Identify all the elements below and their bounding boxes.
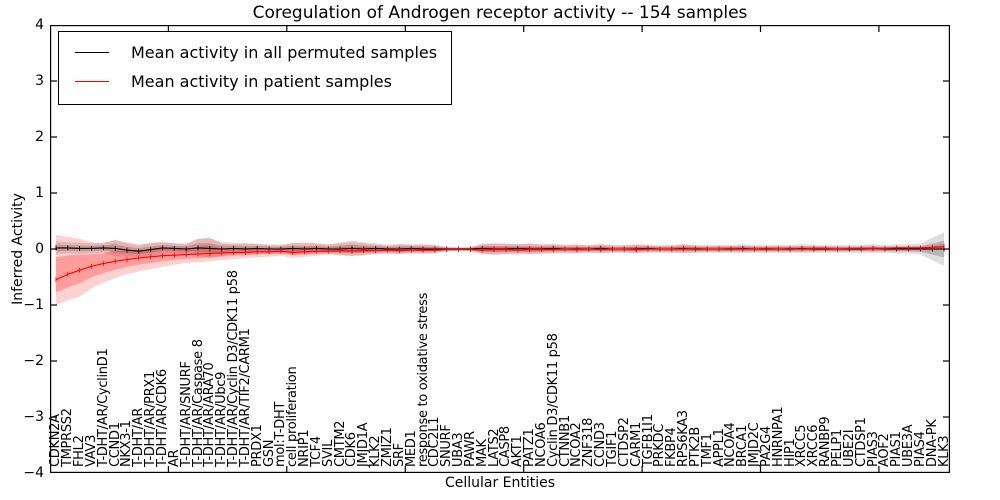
plot-area [50, 25, 950, 473]
y-tick-label: 4 [35, 17, 44, 33]
y-tick-label: 3 [35, 73, 44, 89]
y-tick-label: −2 [23, 353, 44, 369]
legend-entry-permuted: Mean activity in all permuted samples [71, 38, 437, 67]
chart-title: Coregulation of Androgen receptor activi… [252, 3, 748, 23]
legend-line-black-icon [75, 52, 109, 53]
legend-line-red-icon [75, 81, 109, 82]
y-tick-label: 2 [35, 129, 44, 145]
y-tick-label: −1 [23, 297, 44, 313]
legend-label-patient: Mean activity in patient samples [131, 72, 392, 91]
y-tick-label: 0 [35, 241, 44, 257]
y-tick-label: 1 [35, 185, 44, 201]
y-tick-label: −3 [23, 409, 44, 425]
legend: Mean activity in all permuted samples Me… [58, 31, 453, 105]
x-axis-label: Cellular Entities [444, 475, 556, 491]
y-tick-label: −4 [23, 465, 44, 481]
legend-label-permuted: Mean activity in all permuted samples [131, 43, 438, 62]
x-tick-label: KLK3 [936, 435, 952, 467]
legend-entry-patient: Mean activity in patient samples [71, 67, 437, 96]
